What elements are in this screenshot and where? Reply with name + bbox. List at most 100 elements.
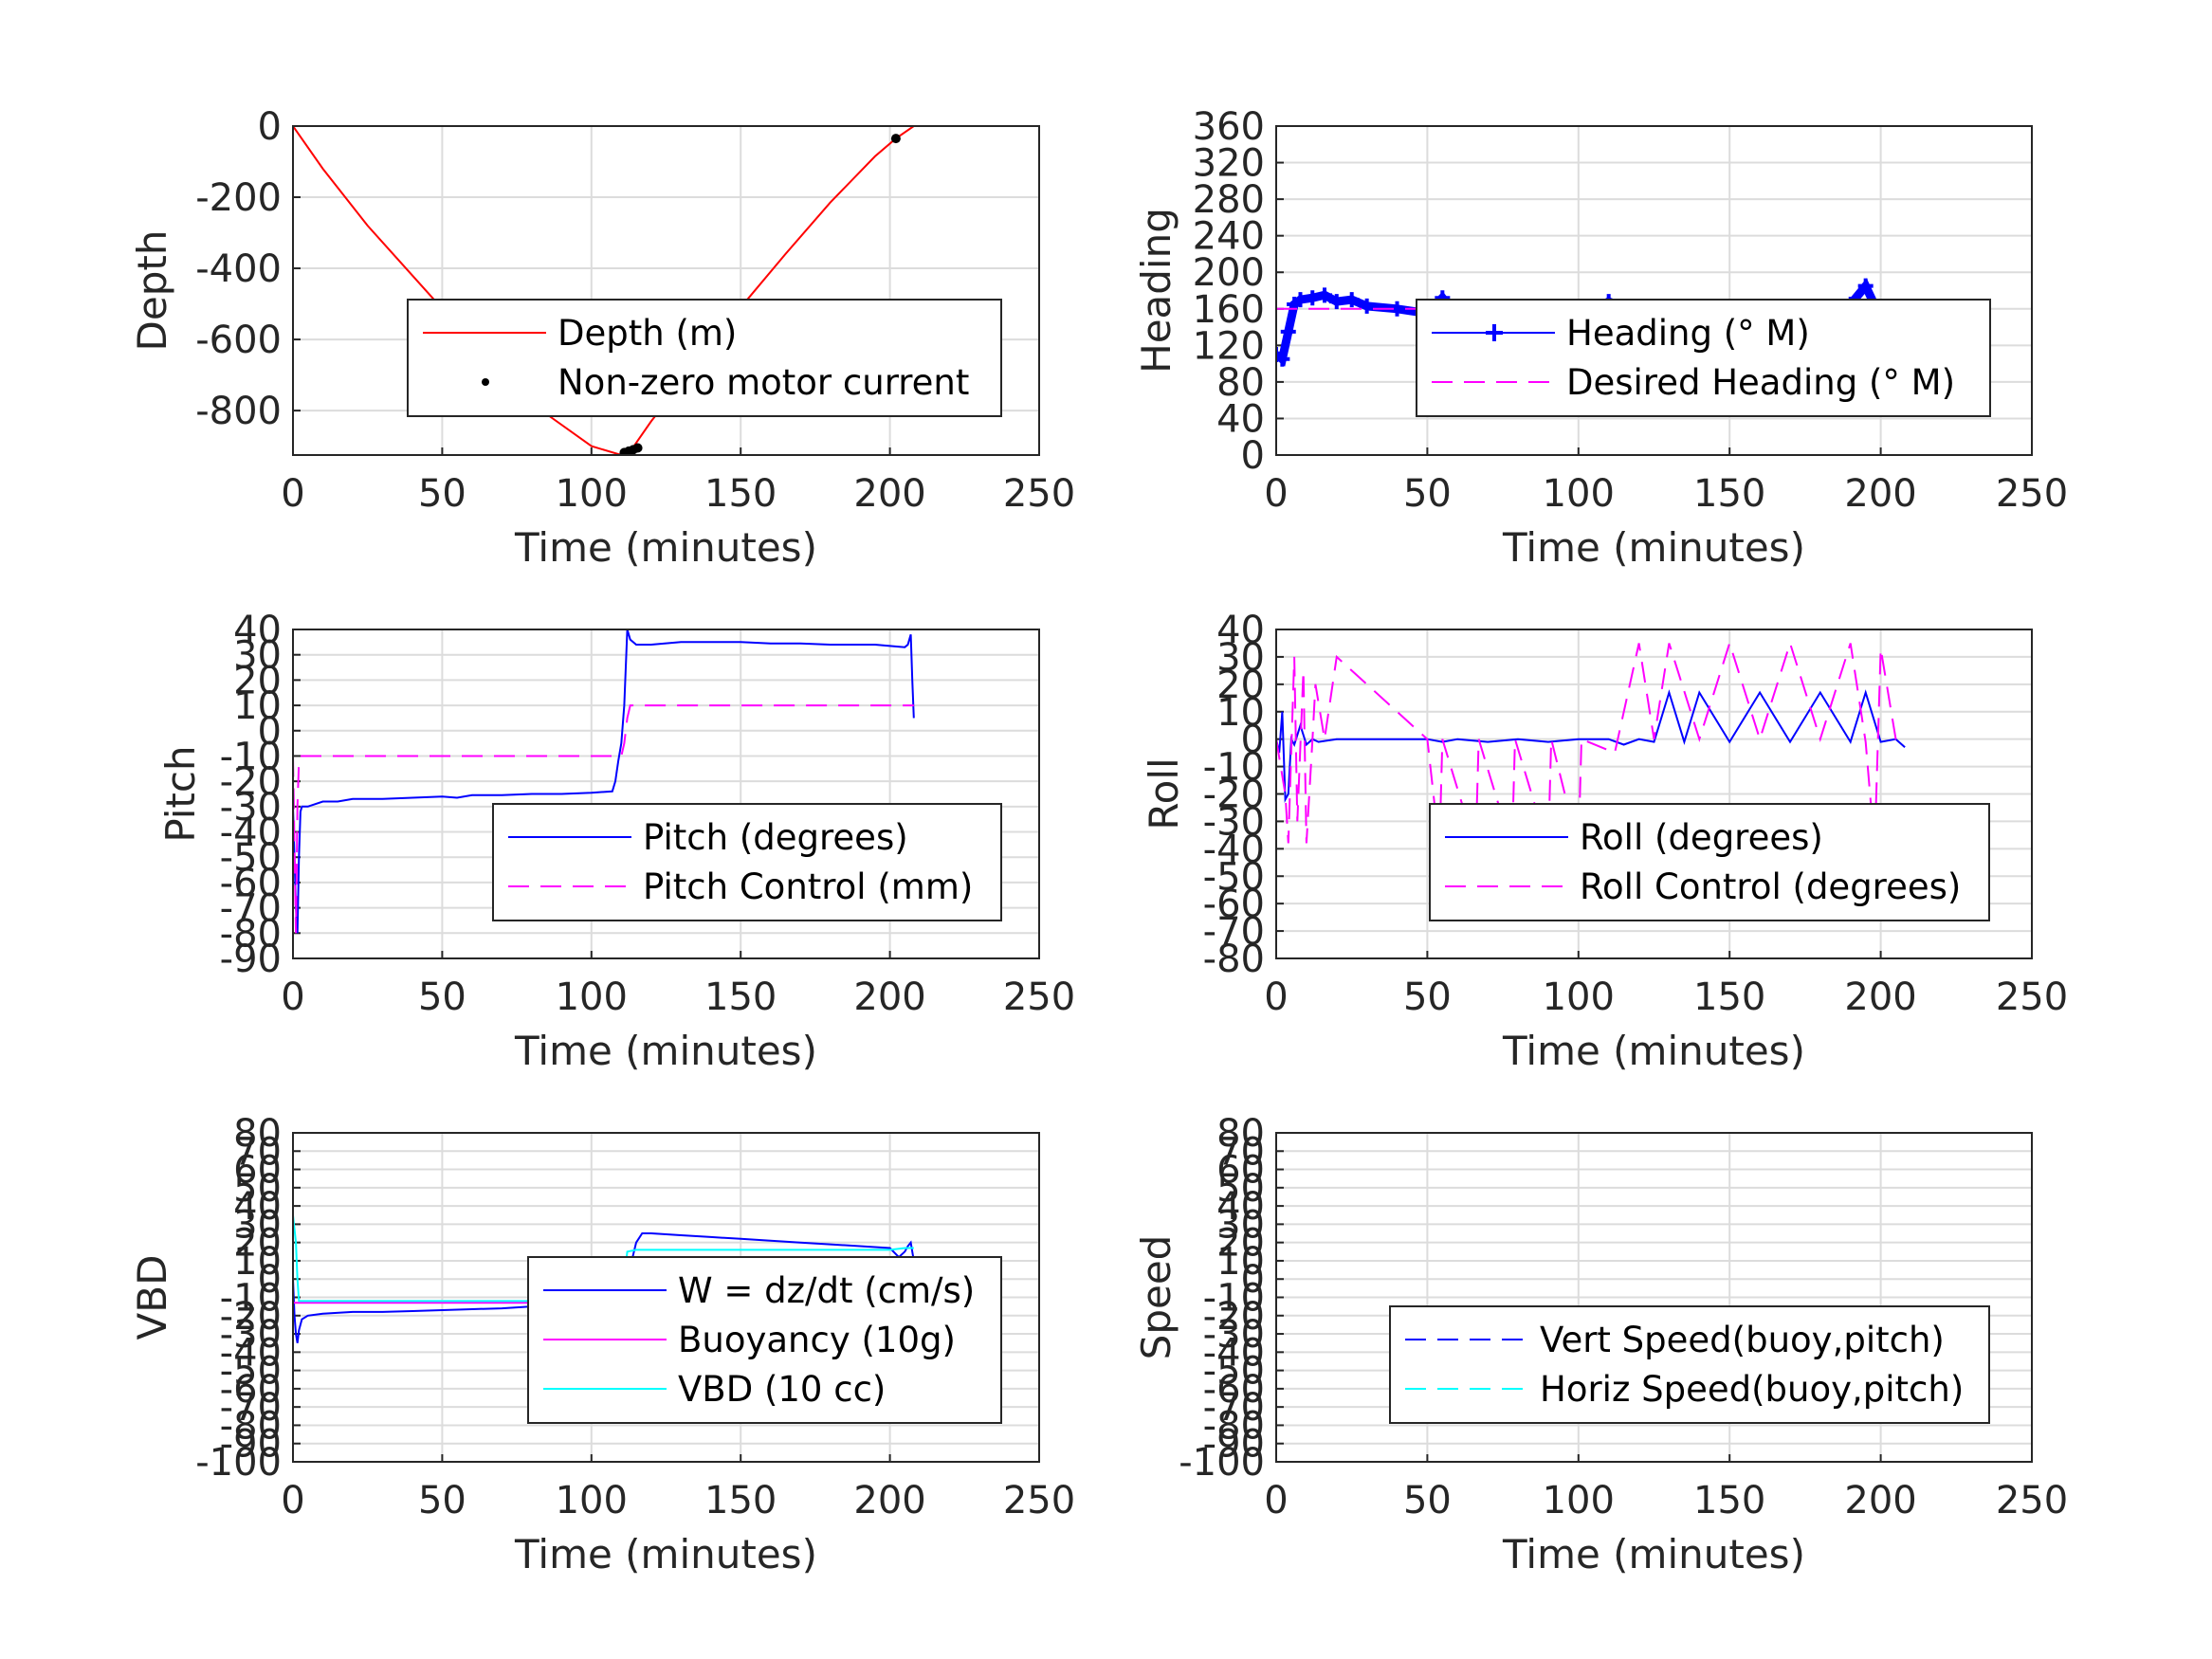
y-tick-label: 40 [233,609,282,652]
y-tick-label: -100 [195,1441,282,1485]
y-tick-label: 280 [1193,178,1265,222]
x-tick-label: 100 [556,975,628,1019]
legend-box [1416,299,1991,417]
x-tick-label: 150 [1693,472,1765,516]
legend-entry: Non-zero motor current [558,362,969,403]
y-tick-label: -30 [220,786,282,830]
x-tick-label: 100 [1543,975,1615,1019]
y-tick-label: -20 [1203,1295,1265,1339]
y-tick-label: -60 [220,862,282,905]
y-axis-label: Heading [1133,208,1179,374]
plot-area [293,126,915,455]
legend: Roll (degrees) Roll Control (degrees) [1429,803,1990,921]
y-tick-label: 40 [233,1185,282,1229]
legend: W = dz/dt (cm/s) Buoyancy (10g) VBD (10 cc… [527,1256,1002,1424]
y-tick-label: -90 [220,938,282,981]
x-tick-label: 150 [704,472,777,516]
legend-entry: Roll Control (degrees) [1580,866,1961,907]
y-tick-label: -30 [1203,1313,1265,1357]
chart-panel-3: 0 50 100 150 200 250-90-80-70-60-50-40-30-20-… [157,609,1075,1074]
data-point [1317,287,1333,303]
x-tick-label: 150 [704,1479,777,1522]
y-tick-label: 320 [1193,142,1265,186]
data-point [1276,351,1290,367]
legend-box [407,299,1002,417]
legend-entry: Roll (degrees) [1580,817,1823,858]
series-line-1 [1276,689,1906,803]
y-tick-label: 30 [233,634,282,678]
y-tick-label: 20 [233,1222,282,1266]
data-point [1857,278,1874,294]
y-tick-label: -10 [220,735,282,778]
y-tick-label: 200 [1193,251,1265,295]
y-tick-label: -10 [1203,1277,1265,1321]
x-tick-label: 200 [853,472,925,516]
x-tick-label: 250 [1996,472,2068,516]
y-axis-label: VBD [129,1255,175,1340]
x-tick-label: 150 [1693,1479,1765,1522]
y-tick-label: -70 [220,1386,282,1430]
y-tick-label: 160 [1193,288,1265,332]
y-tick-label: 70 [1216,1130,1265,1174]
y-tick-label: 60 [1216,1149,1265,1193]
y-tick-label: 0 [1241,1258,1265,1302]
chart-panel-1: 0 50 100 150 200 250 0 -200 -400 -600 -800 Time (mi… [129,105,1075,571]
y-axis-label: Speed [1133,1235,1179,1360]
data-point [1344,292,1360,308]
y-tick-label: -80 [1203,1404,1265,1448]
data-point [1280,323,1296,339]
chart-panel-2: 0 50 100 150 200 2500408012016020024028032036… [1133,105,2068,571]
axes-box [292,125,1040,456]
y-tick-label: -400 [195,247,282,291]
x-tick-label: 200 [853,1479,925,1522]
axes-box [1275,1132,2033,1463]
legend-marker [482,378,489,386]
legend-entry: Pitch Control (mm) [643,866,973,907]
y-tick-label: -30 [1203,800,1265,844]
y-tick-label: 50 [1216,1167,1265,1211]
y-tick-label: -90 [220,1423,282,1467]
y-tick-label: 20 [1216,1222,1265,1266]
x-tick-label: 50 [1403,975,1452,1019]
legend: Vert Speed(buoy,pitch) Horiz Speed(buoy,p… [1389,1305,1990,1424]
x-axis-label: Time (minutes) [514,1028,817,1074]
y-tick-label: -40 [220,1331,282,1375]
y-tick-label: -90 [1203,1423,1265,1467]
y-tick-label: -10 [220,1277,282,1321]
axes-box [1275,629,2033,959]
y-tick-label: -60 [1203,1368,1265,1412]
y-tick-label: -70 [1203,1386,1265,1430]
y-tick-label: 240 [1193,215,1265,259]
y-tick-label: 30 [1216,1203,1265,1247]
y-tick-label: -80 [220,912,282,956]
legend-entry: Vert Speed(buoy,pitch) [1540,1320,1945,1360]
x-tick-label: 250 [1996,975,2068,1019]
legend: Heading (° M) Desired Heading (° M) [1416,299,1991,417]
y-tick-label: -600 [195,319,282,362]
y-tick-label: -50 [1203,855,1265,899]
x-tick-label: 100 [1543,1479,1615,1522]
axes-box [292,629,1040,959]
legend-box [492,803,1002,921]
y-axis-label: Pitch [157,745,204,842]
legend-marker [1486,324,1503,341]
x-axis-label: Time (minutes) [1502,524,1805,571]
x-tick-label: 250 [1996,1479,2068,1522]
y-tick-label: 10 [1216,691,1265,735]
legend-box [527,1256,1002,1424]
x-axis-label: Time (minutes) [514,1531,817,1577]
legend-entry: VBD (10 cc) [678,1369,886,1410]
x-tick-label: 0 [1264,975,1288,1019]
y-tick-label: 0 [1241,719,1265,762]
legend-entry: Pitch (degrees) [643,817,908,858]
x-axis-label: Time (minutes) [1502,1028,1805,1074]
y-tick-label: 0 [258,1258,282,1302]
y-tick-label: 80 [1216,1112,1265,1156]
axes-box [292,1132,1040,1463]
y-tick-label: -800 [195,390,282,433]
legend-box [1389,1305,1990,1424]
y-tick-label: -80 [220,1404,282,1448]
x-tick-label: 250 [1003,975,1075,1019]
y-tick-label: -60 [220,1368,282,1412]
y-tick-label: -80 [1203,938,1265,981]
